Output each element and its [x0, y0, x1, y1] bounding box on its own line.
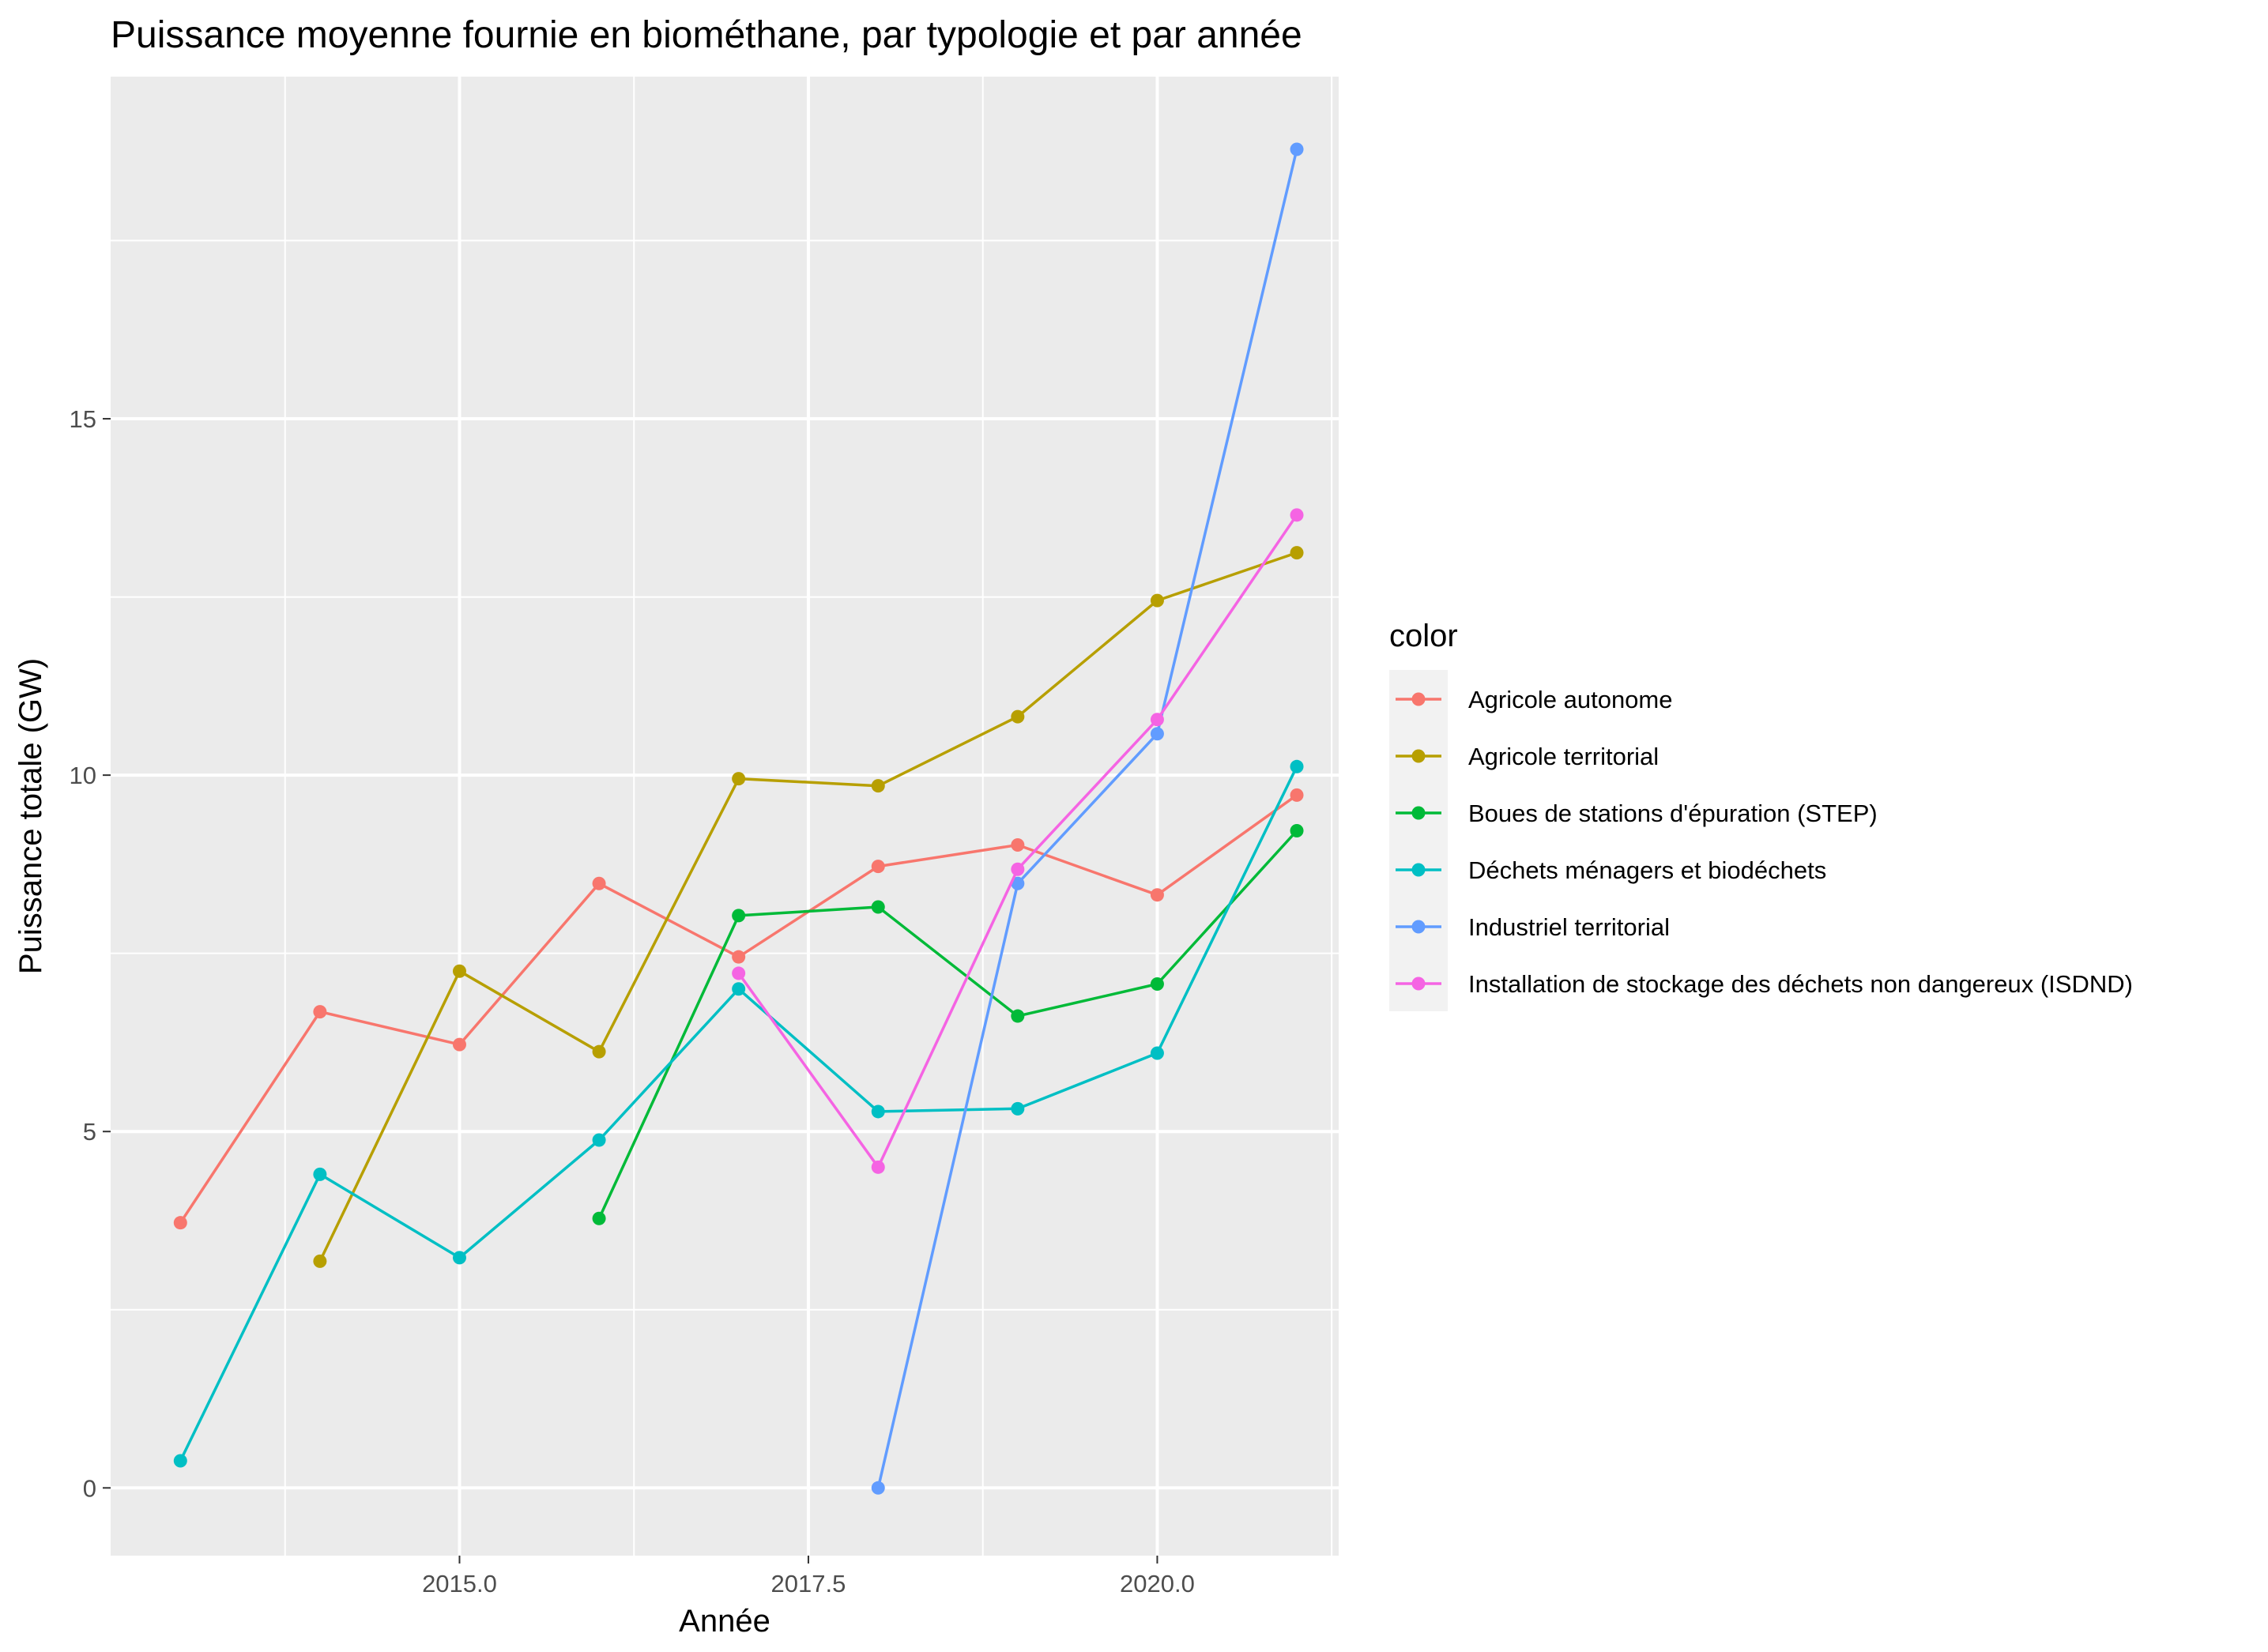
data-point [592, 876, 606, 890]
data-point [871, 1160, 885, 1174]
data-point [871, 779, 885, 793]
data-point [1011, 709, 1025, 724]
data-point [1290, 546, 1304, 560]
plot-panel [111, 77, 1339, 1556]
data-point [592, 1044, 606, 1059]
data-point [1011, 862, 1025, 876]
series-4 [871, 142, 1304, 1495]
data-point [871, 1104, 885, 1119]
data-point [1150, 713, 1164, 727]
series-line [597, 830, 1298, 1220]
data-point [1011, 876, 1025, 890]
data-point [1290, 508, 1304, 522]
data-point [1011, 1009, 1025, 1023]
legend-item: Déchets ménagers et biodéchets [1396, 856, 1826, 884]
series-layer [173, 142, 1304, 1495]
y-tick-label: 5 [83, 1118, 96, 1146]
legend-key-background [1389, 670, 1448, 1011]
legend-item: Boues de stations d'épuration (STEP) [1396, 800, 1878, 827]
legend-key-point [1411, 692, 1426, 706]
x-tick-label: 2017.5 [771, 1570, 846, 1597]
y-tick-label: 15 [70, 405, 96, 433]
data-point [1150, 1046, 1164, 1060]
data-point [1290, 823, 1304, 837]
legend-title: color [1389, 619, 1458, 653]
legend-key-point [1411, 749, 1426, 763]
series-3 [173, 759, 1304, 1468]
legend-items: Agricole autonome Agricole territorial Bou… [1396, 686, 2133, 998]
data-point [173, 1216, 187, 1230]
legend-label: Agricole territorial [1468, 743, 1659, 770]
legend-label: Installation de stockage des déchets non… [1468, 970, 2133, 998]
legend-key-point [1411, 920, 1426, 934]
data-point [871, 1481, 885, 1495]
data-point [871, 900, 885, 914]
data-point [1011, 1101, 1025, 1116]
legend-label: Agricole autonome [1468, 686, 1673, 713]
y-tick-label: 10 [70, 762, 96, 789]
data-point [313, 1005, 327, 1019]
data-point [1150, 888, 1164, 902]
y-axis-title: Puissance totale (GW) [13, 658, 48, 974]
data-point [871, 860, 885, 874]
series-5 [732, 508, 1304, 1174]
data-point [1150, 593, 1164, 608]
data-point [173, 1454, 187, 1468]
data-point [732, 950, 746, 964]
minor-gridlines [111, 77, 1339, 1556]
legend-label: Boues de stations d'épuration (STEP) [1468, 800, 1878, 827]
legend-key-point [1411, 863, 1426, 877]
major-gridlines [111, 77, 1339, 1556]
legend-label: Industriel territorial [1468, 913, 1670, 941]
series-0 [173, 788, 1304, 1230]
data-point [313, 1167, 327, 1181]
data-point [452, 1251, 466, 1265]
data-point [452, 1037, 466, 1052]
data-point [592, 1133, 606, 1147]
data-point [732, 909, 746, 923]
axis-layer: 2015.0 2017.5 2020.0 0 5 10 15 [70, 405, 1195, 1597]
data-point [1290, 759, 1304, 773]
data-point [1150, 977, 1164, 991]
legend-item: Installation de stockage des déchets non… [1396, 970, 2133, 998]
data-point [732, 772, 746, 786]
x-tick-label: 2015.0 [422, 1570, 497, 1597]
data-point [1011, 838, 1025, 852]
x-axis-title: Année [679, 1604, 770, 1639]
series-line [876, 149, 1298, 1488]
data-point [452, 964, 466, 978]
y-tick-label: 0 [83, 1474, 96, 1502]
legend-label: Déchets ménagers et biodéchets [1468, 856, 1826, 884]
data-point [732, 966, 746, 980]
legend-key-point [1411, 806, 1426, 820]
legend-key-point [1411, 977, 1426, 991]
legend-item: Industriel territorial [1396, 913, 1670, 941]
data-point [732, 982, 746, 996]
data-point [1150, 727, 1164, 741]
x-tick-label: 2020.0 [1120, 1570, 1195, 1597]
legend-item: Agricole territorial [1396, 743, 1659, 770]
legend: color Agricole autonome Agricole territor… [1389, 619, 2133, 1011]
data-point [592, 1211, 606, 1225]
series-2 [592, 823, 1304, 1225]
series-line [318, 551, 1298, 1263]
legend-item: Agricole autonome [1396, 686, 1673, 713]
series-1 [313, 546, 1304, 1268]
data-point [1290, 142, 1304, 156]
data-point [1290, 788, 1304, 802]
chart-title: Puissance moyenne fournie en biométhane,… [111, 14, 1302, 56]
data-point [313, 1254, 327, 1268]
